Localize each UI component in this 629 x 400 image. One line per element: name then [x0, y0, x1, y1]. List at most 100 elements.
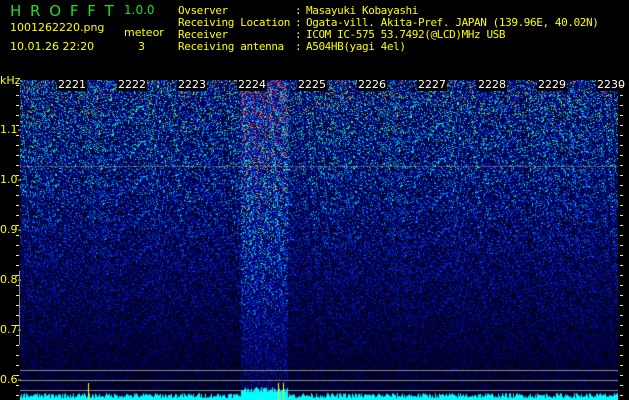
freq-tick-label: 0.7-	[0, 323, 22, 336]
app-version: 1.0.0	[124, 3, 155, 17]
freq-minor-tick	[620, 105, 623, 106]
minute-label: 2226	[357, 78, 387, 91]
freq-minor-tick	[620, 365, 623, 366]
minute-label: 2222	[117, 78, 147, 91]
freq-minor-tick	[16, 315, 19, 316]
minute-label: 2223	[177, 78, 207, 91]
freq-minor-tick	[16, 155, 19, 156]
freq-minor-tick	[16, 365, 19, 366]
freq-minor-tick	[620, 315, 623, 316]
freq-minor-tick	[16, 255, 19, 256]
info-separator: :	[295, 40, 302, 53]
info-value: Ogata-vill. Akita-Pref. JAPAN (139.96E, …	[306, 16, 599, 29]
minute-label: 2229	[537, 78, 567, 91]
freq-minor-tick	[16, 175, 19, 176]
freq-minor-tick	[16, 225, 19, 226]
freq-minor-tick	[16, 295, 19, 296]
freq-minor-tick	[620, 265, 623, 266]
freq-minor-tick	[16, 345, 19, 346]
freq-minor-tick	[620, 165, 623, 166]
freq-minor-tick	[620, 275, 623, 276]
freq-tick-label: 0.8-	[0, 273, 22, 286]
freq-minor-tick	[16, 135, 19, 136]
freq-minor-tick	[16, 165, 19, 166]
info-value: A504HB(yagi 4el)	[306, 40, 406, 53]
spectrogram	[20, 80, 618, 400]
freq-minor-tick	[16, 205, 19, 206]
minute-label: 2230	[596, 78, 626, 91]
freq-minor-tick	[620, 85, 623, 86]
freq-minor-tick	[16, 275, 19, 276]
freq-minor-tick	[16, 195, 19, 196]
freq-minor-tick	[620, 95, 623, 96]
freq-minor-tick	[16, 395, 19, 396]
minute-label: 2225	[297, 78, 327, 91]
freq-tick-label: 1.0-	[0, 173, 22, 186]
freq-minor-tick	[620, 285, 623, 286]
freq-minor-tick	[620, 175, 623, 176]
file-datetime: 10.01.26 22:20	[10, 40, 95, 53]
info-value: ICOM IC-575 53.7492(@LCD)MHz USB	[306, 28, 506, 41]
freq-minor-tick	[620, 305, 623, 306]
file-name: 1001262220.png	[10, 21, 105, 34]
minute-label: 2227	[417, 78, 447, 91]
freq-minor-tick	[16, 125, 19, 126]
freq-minor-tick	[16, 245, 19, 246]
meteor-label: meteor	[124, 26, 164, 39]
freq-minor-tick	[16, 215, 19, 216]
freq-minor-tick	[620, 215, 623, 216]
freq-minor-tick	[620, 245, 623, 246]
freq-minor-tick	[16, 185, 19, 186]
freq-minor-tick	[16, 355, 19, 356]
info-value: Masayuki Kobayashi	[306, 4, 419, 17]
minute-label: 2224	[237, 78, 267, 91]
minute-label: 2221	[57, 78, 87, 91]
info-label: Receiving Location	[178, 16, 291, 29]
freq-minor-tick	[16, 105, 19, 106]
freq-minor-tick	[620, 335, 623, 336]
app-title: H R O F F T	[10, 2, 116, 20]
freq-tick-label: 1.1-	[0, 123, 22, 136]
freq-minor-tick	[16, 265, 19, 266]
info-separator: :	[295, 28, 302, 41]
info-separator: :	[295, 4, 302, 17]
freq-minor-tick	[16, 285, 19, 286]
freq-minor-tick	[620, 295, 623, 296]
freq-minor-tick	[16, 115, 19, 116]
freq-minor-tick	[620, 135, 623, 136]
freq-minor-tick	[620, 185, 623, 186]
freq-minor-tick	[620, 345, 623, 346]
freq-minor-tick	[16, 85, 19, 86]
freq-minor-tick	[620, 225, 623, 226]
freq-tick-label: 0.6-	[0, 373, 22, 386]
freq-minor-tick	[16, 375, 19, 376]
info-separator: :	[295, 16, 302, 29]
freq-minor-tick	[16, 385, 19, 386]
freq-minor-tick	[620, 235, 623, 236]
freq-minor-tick	[620, 125, 623, 126]
freq-minor-tick	[16, 95, 19, 96]
freq-minor-tick	[620, 325, 623, 326]
freq-minor-tick	[16, 305, 19, 306]
meteor-count: 3	[138, 40, 145, 53]
y-unit-label: kHz	[0, 74, 21, 87]
freq-minor-tick	[16, 235, 19, 236]
freq-minor-tick	[16, 325, 19, 326]
freq-minor-tick	[620, 145, 623, 146]
freq-minor-tick	[16, 335, 19, 336]
info-label: Receiving antenna	[178, 40, 284, 53]
freq-minor-tick	[620, 205, 623, 206]
freq-minor-tick	[620, 115, 623, 116]
freq-minor-tick	[620, 195, 623, 196]
freq-tick-label: 0.9-	[0, 223, 22, 236]
freq-minor-tick	[620, 155, 623, 156]
freq-minor-tick	[620, 375, 623, 376]
freq-minor-tick	[620, 385, 623, 386]
info-label: Receiver	[178, 28, 228, 41]
freq-minor-tick	[620, 255, 623, 256]
minute-label: 2228	[477, 78, 507, 91]
freq-minor-tick	[16, 145, 19, 146]
freq-minor-tick	[620, 355, 623, 356]
info-label: Ovserver	[178, 4, 228, 17]
left-gray-marker	[19, 271, 20, 345]
